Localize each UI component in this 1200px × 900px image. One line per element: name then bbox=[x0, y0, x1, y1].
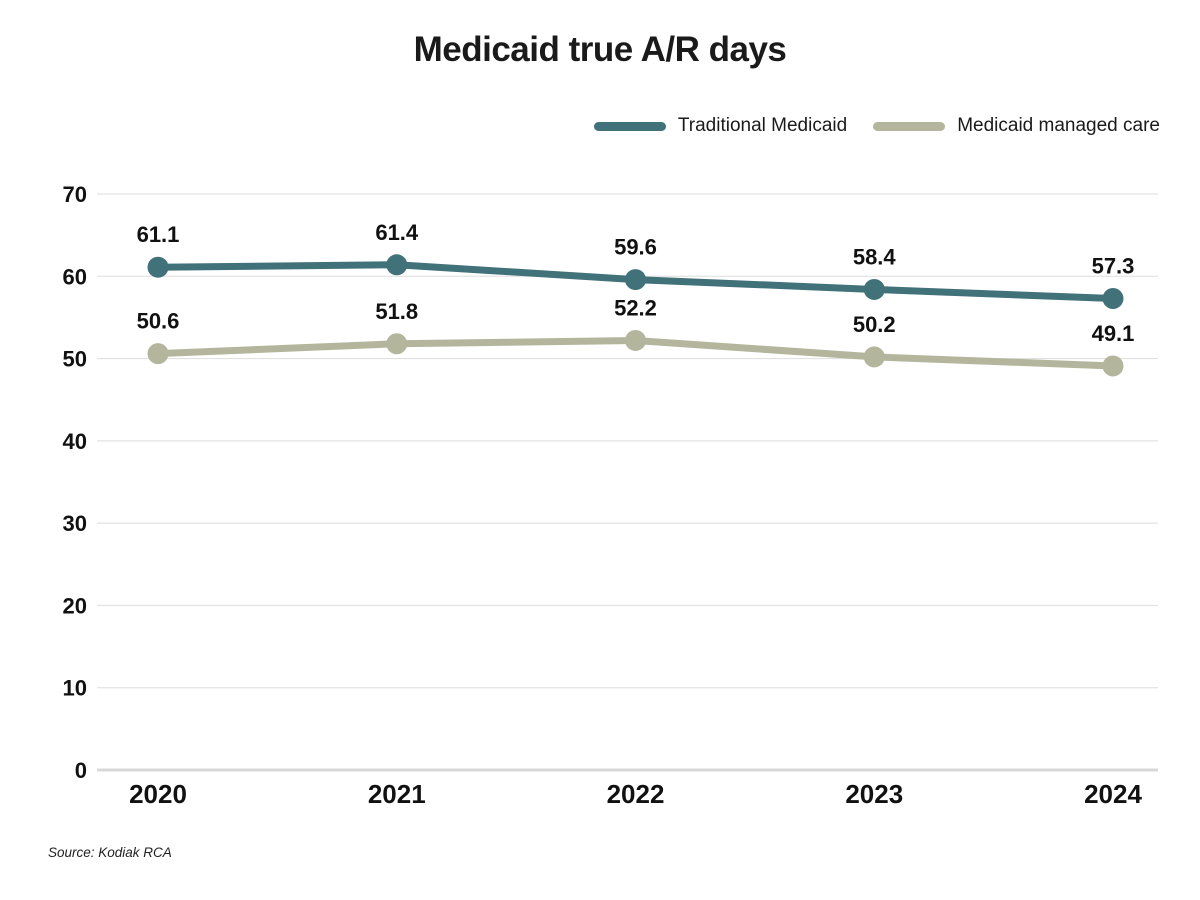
data-point-0-2023 bbox=[863, 278, 885, 300]
legend-label-medicaid-managed-care: Medicaid managed care bbox=[957, 115, 1160, 136]
data-point-0-2020 bbox=[147, 256, 169, 278]
data-point-label-1-2020: 50.6 bbox=[137, 309, 180, 334]
data-point-0-2021 bbox=[386, 254, 408, 276]
data-point-1-2023 bbox=[863, 346, 885, 368]
y-tick-label-0: 0 bbox=[75, 758, 87, 783]
y-tick-label-70: 70 bbox=[63, 182, 87, 207]
data-point-label-1-2024: 49.1 bbox=[1092, 321, 1135, 346]
x-tick-label-2021: 2021 bbox=[368, 779, 426, 809]
data-point-label-0-2023: 58.4 bbox=[853, 244, 897, 269]
y-tick-label-40: 40 bbox=[63, 429, 87, 454]
data-point-label-0-2021: 61.4 bbox=[375, 220, 419, 245]
data-point-0-2024 bbox=[1102, 288, 1124, 310]
x-tick-label-2022: 2022 bbox=[607, 779, 665, 809]
data-point-1-2022 bbox=[625, 329, 646, 351]
legend: Traditional Medicaid Medicaid managed ca… bbox=[593, 115, 1160, 137]
legend-item-traditional-medicaid: Traditional Medicaid bbox=[593, 115, 848, 137]
legend-item-medicaid-managed-care: Medicaid managed care bbox=[873, 115, 1160, 137]
data-point-0-2022 bbox=[625, 269, 646, 291]
x-tick-label-2024: 2024 bbox=[1084, 779, 1142, 809]
data-point-1-2024 bbox=[1102, 355, 1124, 377]
x-tick-label-2023: 2023 bbox=[845, 779, 903, 809]
data-point-label-0-2022: 59.6 bbox=[614, 235, 657, 260]
y-tick-label-60: 60 bbox=[63, 264, 87, 289]
data-point-label-1-2023: 50.2 bbox=[853, 312, 896, 337]
data-point-1-2020 bbox=[147, 343, 169, 365]
data-point-label-0-2024: 57.3 bbox=[1092, 254, 1135, 279]
y-tick-label-10: 10 bbox=[63, 676, 87, 701]
source-note: Source: Kodiak RCA bbox=[48, 845, 172, 860]
y-tick-label-50: 50 bbox=[63, 347, 87, 372]
data-point-label-1-2021: 51.8 bbox=[375, 299, 418, 324]
y-tick-label-30: 30 bbox=[63, 511, 87, 536]
data-point-label-1-2022: 52.2 bbox=[614, 295, 657, 320]
legend-label-traditional-medicaid: Traditional Medicaid bbox=[677, 115, 848, 136]
legend-swatch-medicaid-managed-care bbox=[873, 121, 946, 131]
data-point-1-2021 bbox=[386, 333, 408, 355]
y-tick-label-20: 20 bbox=[63, 593, 87, 618]
chart-title: Medicaid true A/R days bbox=[413, 30, 787, 69]
x-tick-label-2020: 2020 bbox=[129, 779, 187, 809]
legend-swatch-traditional-medicaid bbox=[593, 121, 666, 131]
data-point-label-0-2020: 61.1 bbox=[137, 222, 180, 247]
